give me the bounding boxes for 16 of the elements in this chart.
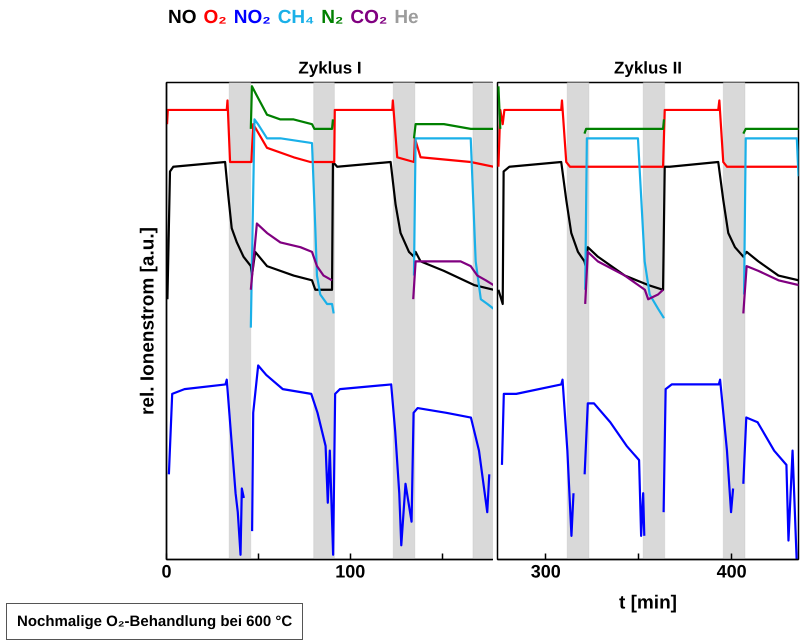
text: NO bbox=[168, 7, 196, 28]
text: Nochmalige O₂-Behandlung bei 600 °C bbox=[6, 603, 304, 640]
band-label: He bbox=[394, 7, 419, 28]
text: N₂ bbox=[321, 7, 344, 28]
y-axis-title: rel. Ionenstrom [a.u.] bbox=[138, 227, 158, 415]
x-tick-label: 300 bbox=[530, 562, 561, 582]
x-tick-label: 400 bbox=[716, 562, 747, 582]
chart-title: Zyklus II bbox=[614, 58, 682, 78]
chart-title: Zyklus I bbox=[298, 58, 362, 78]
text: O₂ bbox=[204, 7, 227, 28]
text: CH₄ bbox=[278, 7, 314, 28]
text: NO₂ bbox=[234, 7, 271, 28]
x-tick-label: 100 bbox=[335, 562, 366, 582]
x-axis-title: t [min] bbox=[618, 592, 678, 614]
text: CO₂ bbox=[350, 7, 388, 28]
x-tick-label: 0 bbox=[161, 562, 172, 582]
